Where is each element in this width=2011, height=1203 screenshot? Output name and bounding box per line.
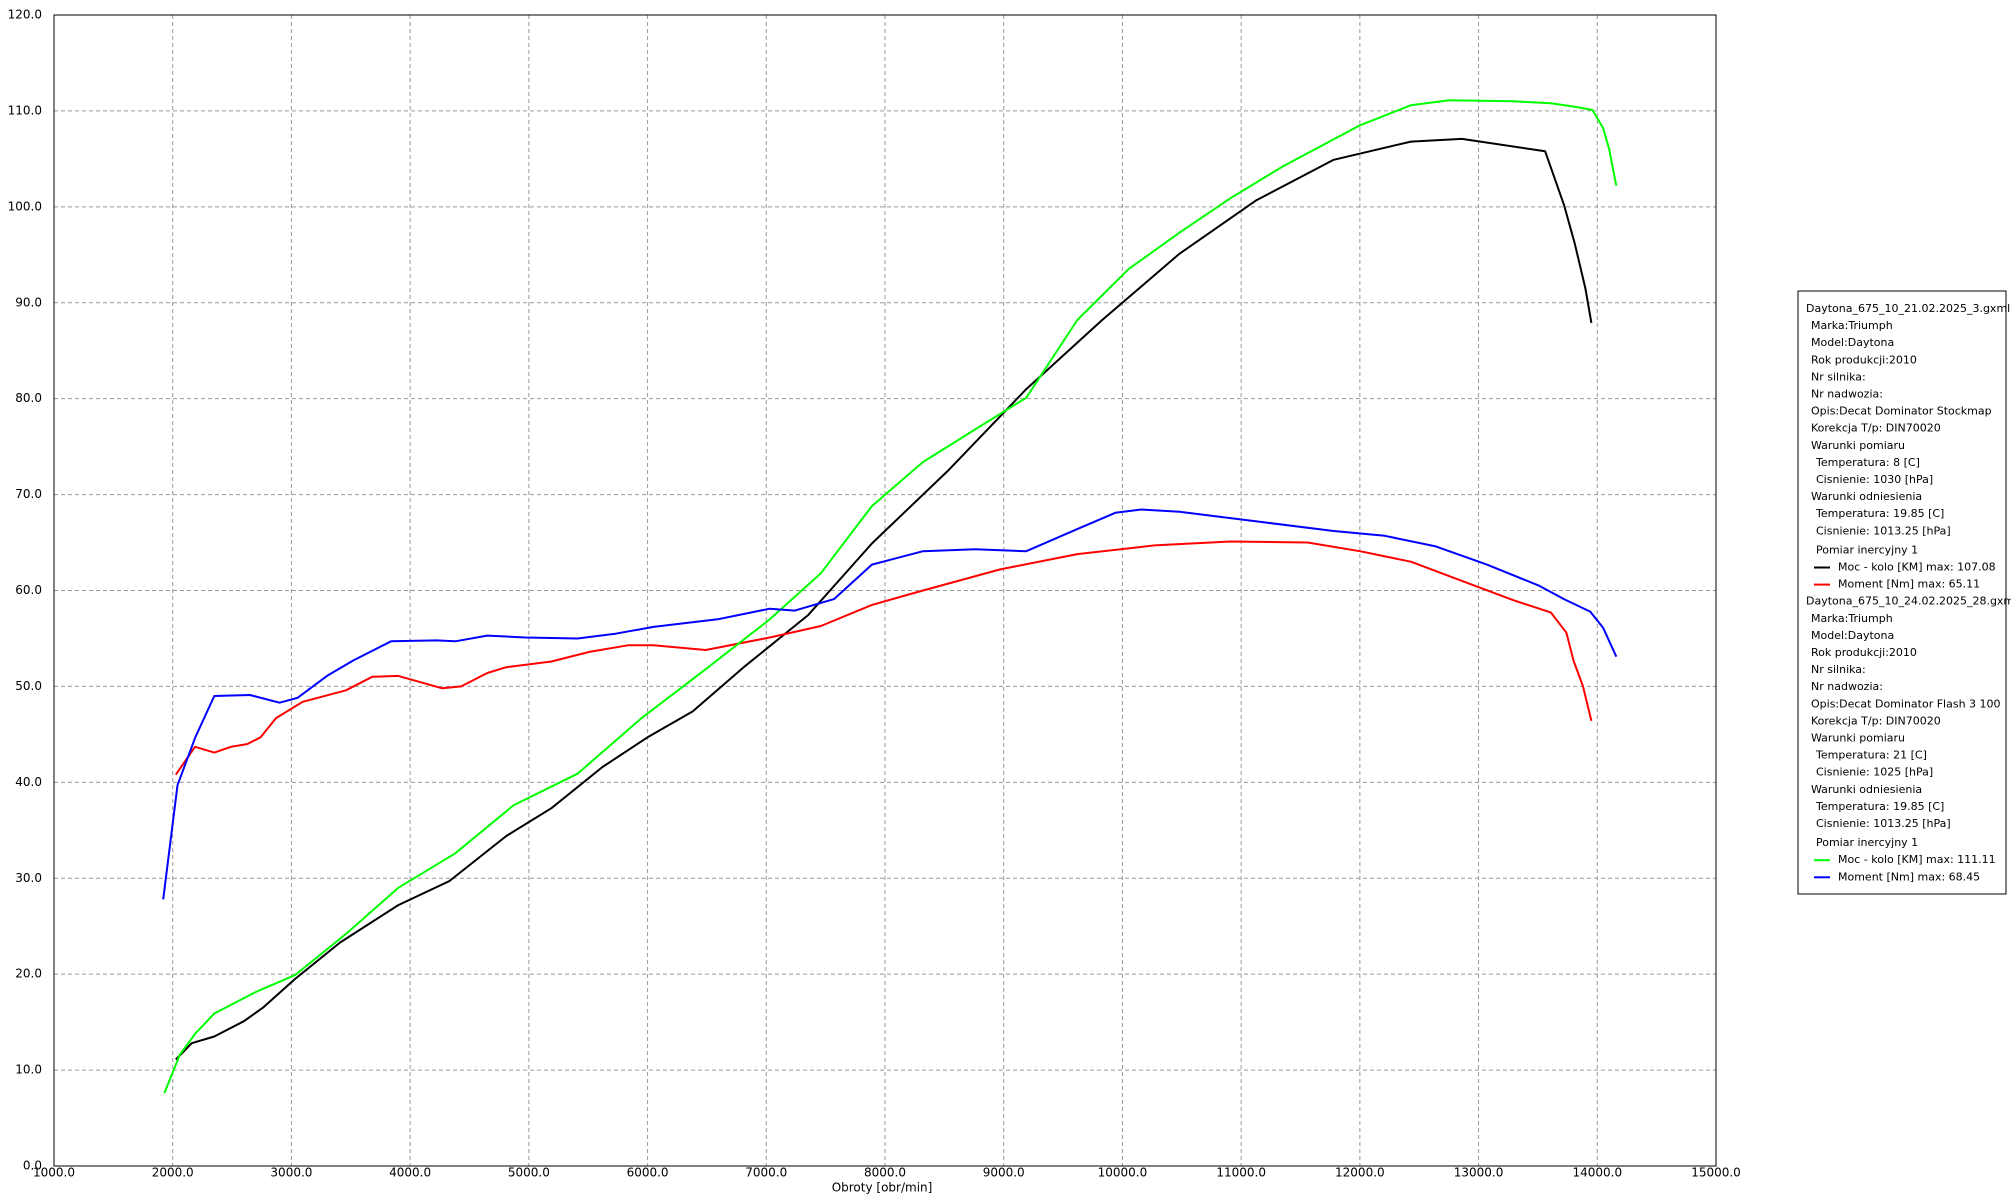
y-tick-label: 120.0: [8, 8, 42, 22]
legend-entry: Moc - kolo [KM] max: 107.08: [1838, 561, 1996, 574]
legend-info: Marka:Triumph: [1811, 319, 1893, 332]
legend-conditions: Warunki odniesienia: [1811, 490, 1922, 503]
data-line: [175, 137, 1593, 1061]
legend-condition-item: Temperatura: 21 [C]: [1815, 749, 1927, 762]
x-tick-label: 3000.0: [270, 1166, 312, 1180]
x-tick-label: 13000.0: [1454, 1166, 1504, 1180]
x-tick-label: 11000.0: [1216, 1166, 1266, 1180]
legend-info: Korekcja T/p: DIN70020: [1811, 714, 1941, 727]
legend-section: Pomiar inercyjny 1: [1816, 836, 1918, 849]
y-tick-label: 30.0: [15, 871, 42, 885]
legend-info: Nr nadwozia:: [1811, 680, 1883, 693]
x-tick-label: 14000.0: [1572, 1166, 1622, 1180]
data-line: [163, 99, 1618, 1094]
x-tick-label: 5000.0: [508, 1166, 550, 1180]
legend-condition-item: Cisnienie: 1013.25 [hPa]: [1816, 524, 1951, 537]
x-axis-label: Obroty [obr/min]: [832, 1181, 933, 1195]
plot-frame: [53, 14, 1717, 1167]
legend-entry: Moment [Nm] max: 65.11: [1838, 578, 1980, 591]
legend-file: Daytona_675_10_21.02.2025_3.gxml: [1806, 302, 2010, 315]
legend-conditions: Warunki pomiaru: [1811, 439, 1905, 452]
legend-info: Nr silnika:: [1811, 663, 1866, 676]
y-tick-label: 70.0: [15, 487, 42, 501]
y-tick-label: 40.0: [15, 775, 42, 789]
y-tick-label: 80.0: [15, 391, 42, 405]
y-tick-label: 90.0: [15, 295, 42, 309]
legend-entry: Moment [Nm] max: 68.45: [1838, 870, 1980, 883]
x-tick-label: 9000.0: [983, 1166, 1025, 1180]
legend-conditions: Warunki pomiaru: [1811, 732, 1905, 745]
y-tick-label: 20.0: [15, 967, 42, 981]
y-tick-label: 110.0: [8, 103, 42, 117]
y-tick-label: 50.0: [15, 679, 42, 693]
legend-condition-item: Temperatura: 8 [C]: [1815, 456, 1920, 469]
legend-condition-item: Cisnienie: 1013.25 [hPa]: [1816, 817, 1951, 830]
legend-section: Pomiar inercyjny 1: [1816, 543, 1918, 556]
y-tick-label: 10.0: [15, 1063, 42, 1077]
legend-entry: Moc - kolo [KM] max: 111.11: [1838, 853, 1996, 866]
x-tick-label: 7000.0: [745, 1166, 787, 1180]
x-tick-label: 10000.0: [1098, 1166, 1148, 1180]
data-line: [162, 508, 1618, 900]
legend-info: Nr nadwozia:: [1811, 388, 1883, 401]
x-tick-label: 4000.0: [389, 1166, 431, 1180]
y-tick-label: 0.0: [23, 1159, 42, 1173]
x-tick-label: 15000.0: [1691, 1166, 1741, 1180]
legend-conditions: Warunki odniesienia: [1811, 783, 1922, 796]
legend-info: Rok produkcji:2010: [1811, 353, 1917, 366]
legend-box: [1797, 290, 2007, 895]
legend-condition-item: Temperatura: 19.85 [C]: [1815, 507, 1944, 520]
legend-info: Opis:Decat Dominator Flash 3 100: [1811, 697, 2001, 710]
legend-info: Marka:Triumph: [1811, 612, 1893, 625]
legend-file: Daytona_675_10_24.02.2025_28.gxml: [1806, 595, 2011, 608]
legend-info: Opis:Decat Dominator Stockmap: [1811, 405, 1992, 418]
legend-info: Model:Daytona: [1811, 629, 1894, 642]
data-line: [174, 540, 1593, 776]
legend-condition-item: Temperatura: 19.85 [C]: [1815, 800, 1944, 813]
x-tick-label: 6000.0: [627, 1166, 669, 1180]
legend-condition-item: Cisnienie: 1030 [hPa]: [1816, 473, 1933, 486]
legend-info: Korekcja T/p: DIN70020: [1811, 422, 1941, 435]
legend-info: Nr silnika:: [1811, 370, 1866, 383]
legend-info: Rok produkcji:2010: [1811, 646, 1917, 659]
y-tick-label: 100.0: [8, 199, 42, 213]
x-tick-label: 8000.0: [864, 1166, 906, 1180]
y-tick-label: 60.0: [15, 583, 42, 597]
x-tick-label: 2000.0: [152, 1166, 194, 1180]
legend-condition-item: Cisnienie: 1025 [hPa]: [1816, 766, 1933, 779]
x-tick-label: 12000.0: [1335, 1166, 1385, 1180]
legend-info: Model:Daytona: [1811, 336, 1894, 349]
x-tick-label: 1000.0: [33, 1166, 75, 1180]
